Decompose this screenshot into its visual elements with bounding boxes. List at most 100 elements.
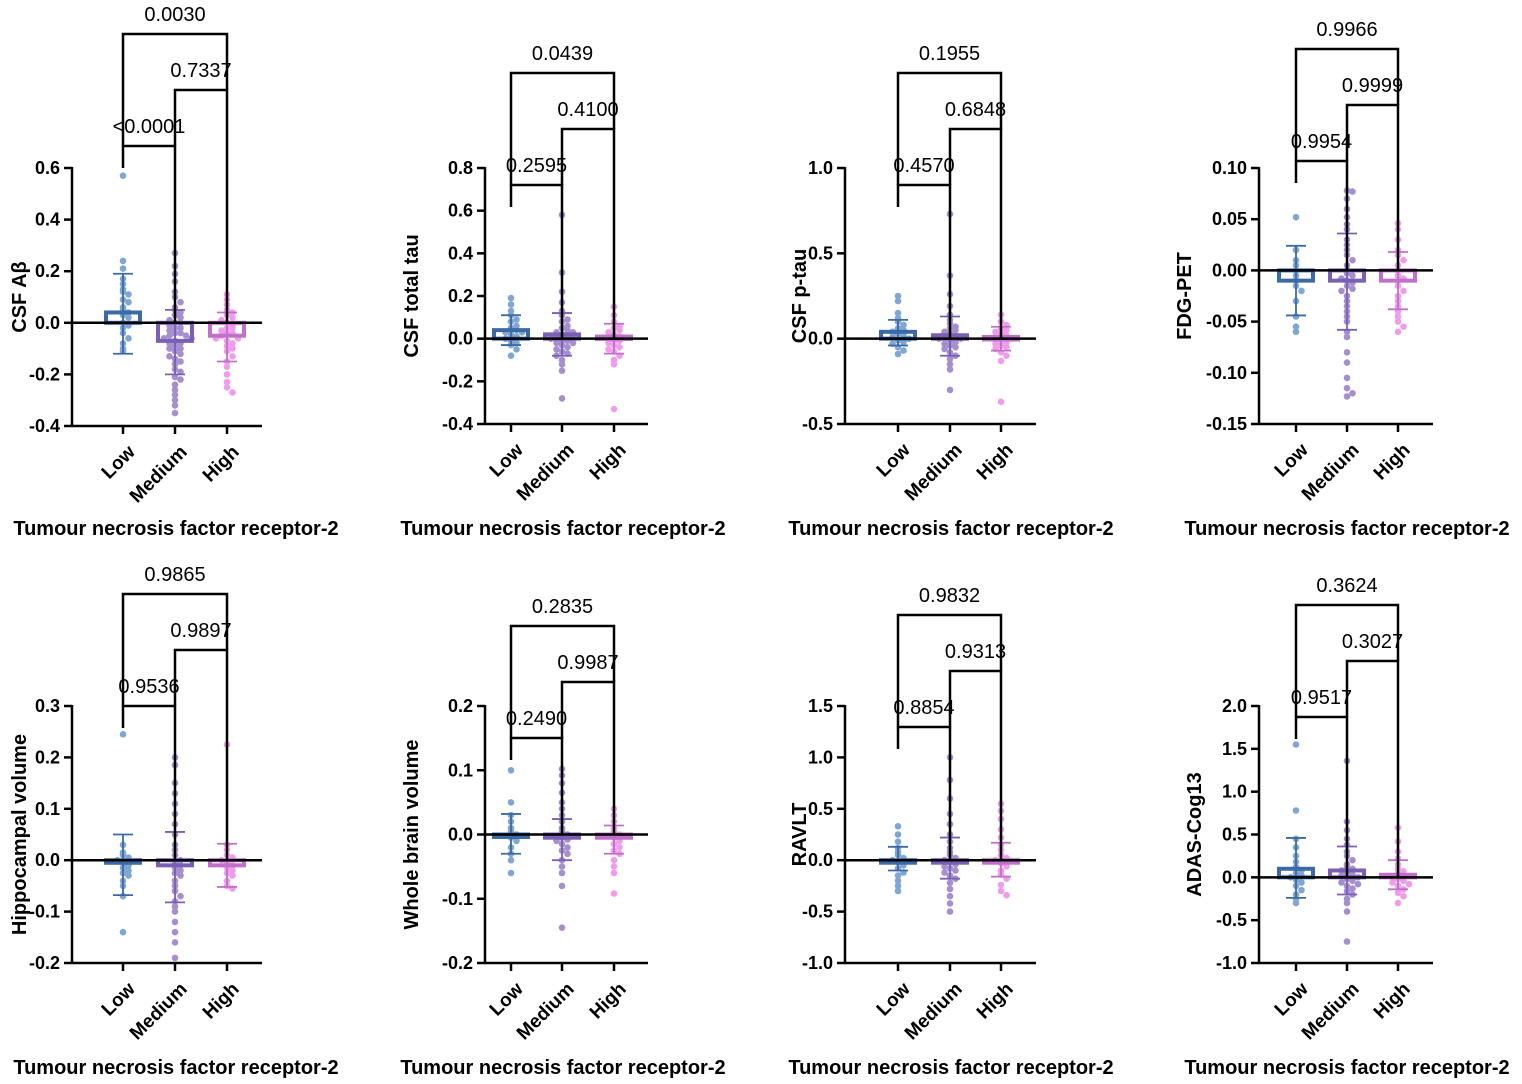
y-axis-label: ADAS-Cog13	[1184, 772, 1206, 896]
y-tick-label: -0.05	[1206, 312, 1247, 332]
data-point-medium	[553, 346, 560, 353]
data-point-medium	[564, 850, 571, 858]
y-tick-label: 0.0	[35, 313, 60, 333]
y-tick-label: 0.10	[1212, 158, 1247, 178]
y-tick-label: 1.5	[1222, 739, 1247, 759]
y-tick-label: 0.4	[448, 243, 473, 263]
x-tick-label-medium: Medium	[513, 979, 579, 1045]
data-point-medium	[177, 329, 184, 337]
significance-bracket	[121, 32, 229, 146]
data-point-medium	[1343, 359, 1351, 366]
x-axis-title: Tumour necrosis factor receptor-2	[1184, 1057, 1509, 1079]
data-point-low	[894, 350, 902, 358]
y-tick-label: -1.0	[1216, 953, 1247, 973]
p-value-label: 0.0030	[144, 4, 205, 26]
data-point-medium	[1343, 393, 1351, 400]
x-tick-label-high: High	[586, 979, 631, 1024]
data-point-high	[997, 887, 1005, 895]
y-axis-label: CSF Aβ	[9, 261, 31, 332]
data-point-medium	[171, 381, 179, 389]
significance-bracket	[1294, 715, 1349, 878]
x-tick-label-medium: Medium	[513, 440, 579, 506]
y-tick-label: -1.0	[802, 953, 833, 973]
p-value-label: 0.4570	[893, 155, 954, 177]
data-point-high	[997, 357, 1005, 365]
significance-bracket	[121, 592, 229, 706]
data-point-low	[125, 335, 132, 342]
data-point-high	[229, 345, 236, 352]
data-point-high	[610, 890, 618, 897]
data-point-medium	[177, 358, 184, 365]
x-tick-label-medium: Medium	[1298, 440, 1364, 506]
data-point-medium	[171, 373, 179, 381]
significance-bracket	[1345, 103, 1400, 271]
data-point-high	[1405, 880, 1413, 888]
data-point-high	[223, 378, 231, 386]
data-point-high	[218, 327, 225, 334]
p-value-label: 0.3624	[1316, 575, 1377, 597]
y-tick-label: -0.4	[442, 414, 473, 434]
data-point-high	[992, 328, 999, 336]
x-tick-label-high: High	[1370, 979, 1415, 1024]
y-tick-label: -0.4	[29, 416, 60, 436]
data-point-medium	[952, 326, 959, 334]
x-axis-title: Tumour necrosis factor receptor-2	[788, 1057, 1113, 1079]
data-point-high	[1003, 352, 1010, 360]
data-point-medium	[558, 361, 566, 368]
y-tick-label: 0.0	[808, 850, 833, 870]
data-point-high	[223, 371, 231, 378]
data-point-low	[1292, 213, 1300, 221]
data-point-high	[605, 329, 612, 336]
y-axis-label: RAVLT	[789, 803, 811, 867]
data-point-low	[1292, 899, 1300, 907]
data-point-medium	[564, 326, 571, 334]
data-point-low	[125, 314, 132, 321]
data-point-medium	[1354, 880, 1362, 888]
data-point-low	[894, 877, 902, 885]
x-axis-title: Tumour necrosis factor receptor-2	[13, 1057, 338, 1079]
y-tick-label: 0.4	[35, 210, 60, 230]
p-value-label: 0.0439	[532, 43, 593, 65]
x-tick-label-high: High	[973, 979, 1018, 1024]
data-point-medium	[946, 366, 954, 373]
significance-bracket	[896, 613, 1003, 727]
data-point-high	[610, 856, 618, 864]
y-axis-label: Whole brain volume	[401, 739, 423, 929]
data-point-medium	[1343, 349, 1351, 356]
data-point-low	[900, 321, 907, 329]
data-point-high	[229, 867, 236, 874]
significance-bracket	[1294, 603, 1400, 717]
data-point-medium	[952, 343, 959, 351]
significance-bracket	[560, 680, 616, 835]
y-tick-label: 0.0	[448, 329, 473, 349]
data-point-high	[1394, 899, 1402, 907]
x-tick-label-low: Low	[98, 979, 140, 1021]
data-point-medium	[558, 863, 566, 870]
significance-bracket	[1345, 659, 1400, 878]
data-point-medium	[171, 939, 179, 946]
data-point-low	[1292, 328, 1300, 336]
data-point-low	[1292, 323, 1300, 331]
x-tick-label-high: High	[199, 442, 244, 487]
data-point-medium	[946, 361, 954, 368]
data-point-high	[229, 324, 236, 332]
data-point-high	[610, 361, 618, 368]
data-point-low	[125, 298, 132, 306]
x-tick-label-high: High	[973, 440, 1018, 485]
data-point-medium	[558, 395, 566, 402]
data-point-medium	[564, 316, 571, 323]
data-point-low	[900, 347, 907, 354]
y-tick-label: 0.0	[448, 825, 473, 845]
data-point-low	[894, 823, 902, 830]
data-point-medium	[177, 350, 184, 358]
y-tick-label: 0.1	[448, 760, 473, 780]
data-point-medium	[177, 309, 184, 316]
data-point-medium	[952, 867, 959, 874]
x-axis-title: Tumour necrosis factor receptor-2	[788, 518, 1113, 540]
data-point-low	[894, 887, 902, 895]
p-value-label: 0.9517	[1291, 687, 1352, 709]
